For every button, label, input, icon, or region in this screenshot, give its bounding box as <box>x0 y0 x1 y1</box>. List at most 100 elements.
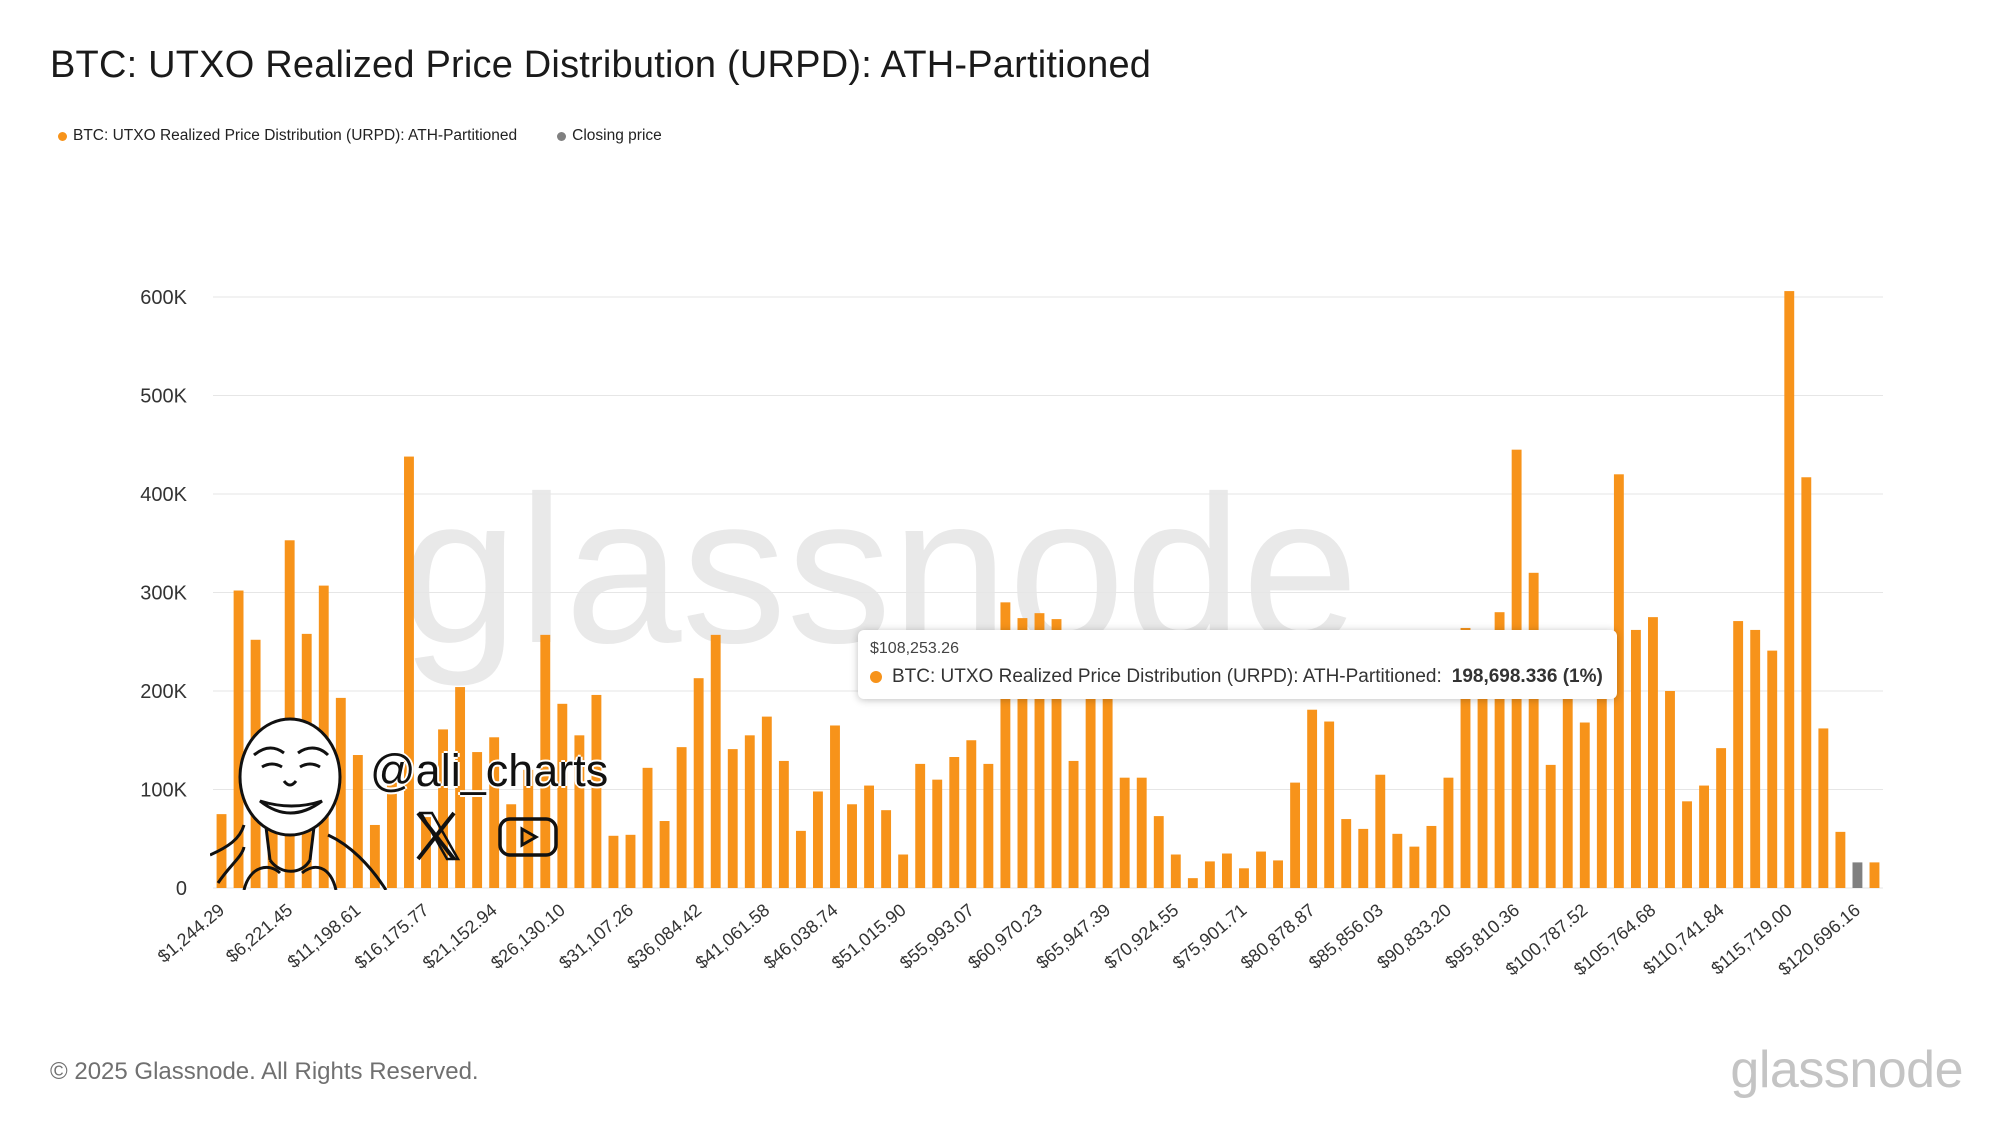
urpd-bar[interactable] <box>1545 764 1556 889</box>
urpd-bar[interactable] <box>1682 801 1692 888</box>
urpd-bar[interactable] <box>1426 825 1437 888</box>
urpd-bar[interactable] <box>421 817 431 888</box>
urpd-bar[interactable] <box>1613 474 1624 888</box>
urpd-bar[interactable] <box>1034 613 1045 888</box>
closing-price-bar[interactable] <box>1852 862 1863 888</box>
urpd-bar[interactable] <box>1477 659 1488 888</box>
urpd-bar[interactable] <box>1767 650 1778 888</box>
urpd-bar[interactable] <box>1460 627 1471 888</box>
urpd-bar[interactable] <box>523 769 534 888</box>
urpd-bar[interactable] <box>1187 878 1198 888</box>
urpd-bar[interactable] <box>1375 774 1386 888</box>
urpd-bar[interactable] <box>983 763 994 888</box>
face-sketch-icon <box>210 717 388 890</box>
urpd-bar[interactable] <box>1119 777 1130 888</box>
urpd-bar[interactable] <box>830 725 840 888</box>
urpd-bar[interactable] <box>1630 629 1641 888</box>
urpd-bar[interactable] <box>1000 602 1011 888</box>
urpd-bar[interactable] <box>1494 612 1505 888</box>
urpd-bar[interactable] <box>1256 851 1266 888</box>
urpd-bar[interactable] <box>369 824 380 888</box>
urpd-bar[interactable] <box>778 760 789 888</box>
urpd-bar[interactable] <box>1665 691 1675 888</box>
urpd-bar[interactable] <box>1170 854 1181 888</box>
urpd-bar[interactable] <box>659 821 670 888</box>
urpd-bar[interactable] <box>693 678 704 888</box>
urpd-bar[interactable] <box>1784 291 1795 889</box>
urpd-bar[interactable] <box>1835 831 1846 888</box>
urpd-bar[interactable] <box>1801 477 1812 888</box>
urpd-bar[interactable] <box>864 785 875 888</box>
urpd-bar[interactable] <box>1290 782 1301 888</box>
urpd-bar[interactable] <box>1358 828 1369 888</box>
urpd-bar[interactable] <box>557 703 568 888</box>
urpd-bar[interactable] <box>1017 618 1028 888</box>
urpd-bar[interactable] <box>233 590 244 888</box>
urpd-bar[interactable] <box>1324 721 1335 888</box>
urpd-bar[interactable] <box>932 779 943 888</box>
urpd-bar[interactable] <box>744 735 755 888</box>
urpd-bar[interactable] <box>795 830 806 888</box>
urpd-bar[interactable] <box>438 729 448 888</box>
urpd-bar[interactable] <box>1068 760 1079 888</box>
urpd-bar[interactable] <box>335 697 346 888</box>
urpd-bar[interactable] <box>386 782 397 888</box>
urpd-bar[interactable] <box>1699 785 1710 888</box>
urpd-bar[interactable] <box>1136 777 1147 888</box>
urpd-bar[interactable] <box>676 747 687 888</box>
urpd-bar[interactable] <box>1409 846 1420 888</box>
urpd-bar[interactable] <box>489 737 500 888</box>
urpd-bar[interactable] <box>1153 816 1164 888</box>
legend-item-urpd[interactable]: BTC: UTXO Realized Price Distribution (U… <box>58 127 517 145</box>
urpd-bar[interactable] <box>710 634 721 888</box>
urpd-bar[interactable] <box>472 752 483 888</box>
urpd-bar[interactable] <box>1273 860 1283 888</box>
y-tick-label: 200K <box>140 681 187 703</box>
urpd-bar[interactable] <box>1392 833 1403 888</box>
urpd-bar[interactable] <box>915 763 926 888</box>
urpd-bar[interactable] <box>1221 853 1232 888</box>
urpd-bar[interactable] <box>352 755 363 888</box>
urpd-bar[interactable] <box>1528 572 1539 888</box>
urpd-bar[interactable] <box>1562 691 1573 888</box>
urpd-bar[interactable] <box>1102 694 1113 888</box>
urpd-bar[interactable] <box>847 804 857 888</box>
urpd-bar[interactable] <box>625 834 636 888</box>
urpd-bar[interactable] <box>1579 722 1590 888</box>
urpd-bar[interactable] <box>898 854 909 888</box>
urpd-bar[interactable] <box>540 634 551 888</box>
urpd-bar[interactable] <box>591 694 602 888</box>
urpd-bar[interactable] <box>1307 709 1318 888</box>
urpd-bar[interactable] <box>761 716 772 888</box>
urpd-bar[interactable] <box>1869 862 1880 888</box>
urpd-bar[interactable] <box>727 749 738 888</box>
tooltip-series-dot <box>870 671 882 683</box>
urpd-bar[interactable] <box>1596 691 1607 888</box>
urpd-bar[interactable] <box>1341 819 1352 888</box>
urpd-bar[interactable] <box>642 767 653 888</box>
urpd-bar[interactable] <box>949 757 960 888</box>
urpd-bar[interactable] <box>404 456 414 888</box>
urpd-bar[interactable] <box>881 810 892 888</box>
urpd-bar[interactable] <box>455 687 466 888</box>
urpd-bar[interactable] <box>1443 777 1454 888</box>
x-tick-label: $75,901.71 <box>1169 900 1251 973</box>
urpd-bar[interactable] <box>506 804 517 888</box>
urpd-bar[interactable] <box>1085 695 1096 888</box>
urpd-bar[interactable] <box>284 540 295 888</box>
y-tick-label: 600K <box>140 287 187 309</box>
urpd-bar[interactable] <box>216 814 227 889</box>
urpd-bar[interactable] <box>608 835 619 888</box>
urpd-bar[interactable] <box>813 791 823 888</box>
urpd-bar[interactable] <box>574 735 585 888</box>
urpd-bar[interactable] <box>1733 621 1744 888</box>
urpd-bar[interactable] <box>1051 619 1062 888</box>
urpd-bar[interactable] <box>1239 868 1249 888</box>
legend-item-closing-price[interactable]: Closing price <box>557 127 662 145</box>
urpd-bar[interactable] <box>1750 629 1761 888</box>
urpd-bar[interactable] <box>1204 861 1215 888</box>
urpd-bar[interactable] <box>966 740 977 888</box>
urpd-bar[interactable] <box>1818 728 1829 888</box>
urpd-bar[interactable] <box>1716 748 1727 888</box>
urpd-bar[interactable] <box>1648 617 1658 889</box>
